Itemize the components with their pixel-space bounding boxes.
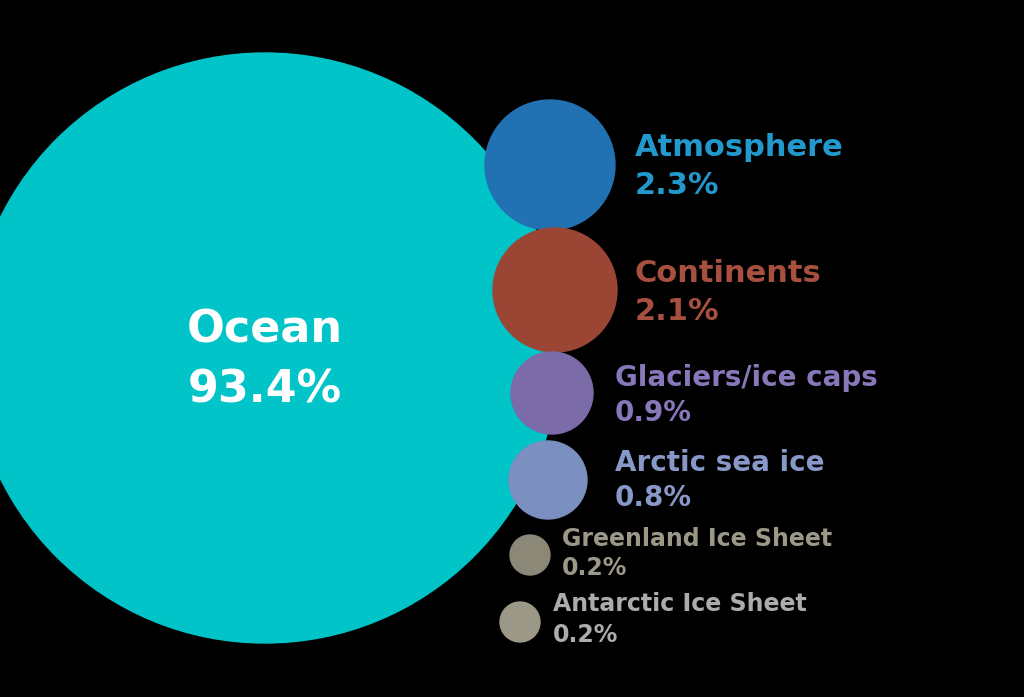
Text: 2.1%: 2.1% bbox=[635, 296, 720, 325]
Text: Arctic sea ice: Arctic sea ice bbox=[615, 449, 824, 477]
Circle shape bbox=[500, 602, 540, 642]
Text: Continents: Continents bbox=[635, 259, 821, 289]
Circle shape bbox=[511, 352, 593, 434]
Text: Antarctic Ice Sheet: Antarctic Ice Sheet bbox=[553, 592, 807, 616]
Circle shape bbox=[485, 100, 615, 230]
Text: 2.3%: 2.3% bbox=[635, 171, 720, 199]
Text: Ocean: Ocean bbox=[187, 309, 343, 351]
Text: Glaciers/ice caps: Glaciers/ice caps bbox=[615, 364, 878, 392]
Text: 93.4%: 93.4% bbox=[188, 369, 342, 411]
Circle shape bbox=[493, 228, 617, 352]
Text: 0.9%: 0.9% bbox=[615, 399, 692, 427]
Circle shape bbox=[0, 53, 560, 643]
Text: 0.8%: 0.8% bbox=[615, 484, 692, 512]
Text: Greenland Ice Sheet: Greenland Ice Sheet bbox=[562, 527, 833, 551]
Circle shape bbox=[509, 441, 587, 519]
Text: Atmosphere: Atmosphere bbox=[635, 134, 844, 162]
Text: 0.2%: 0.2% bbox=[553, 623, 618, 647]
Circle shape bbox=[510, 535, 550, 575]
Text: 0.2%: 0.2% bbox=[562, 556, 628, 580]
